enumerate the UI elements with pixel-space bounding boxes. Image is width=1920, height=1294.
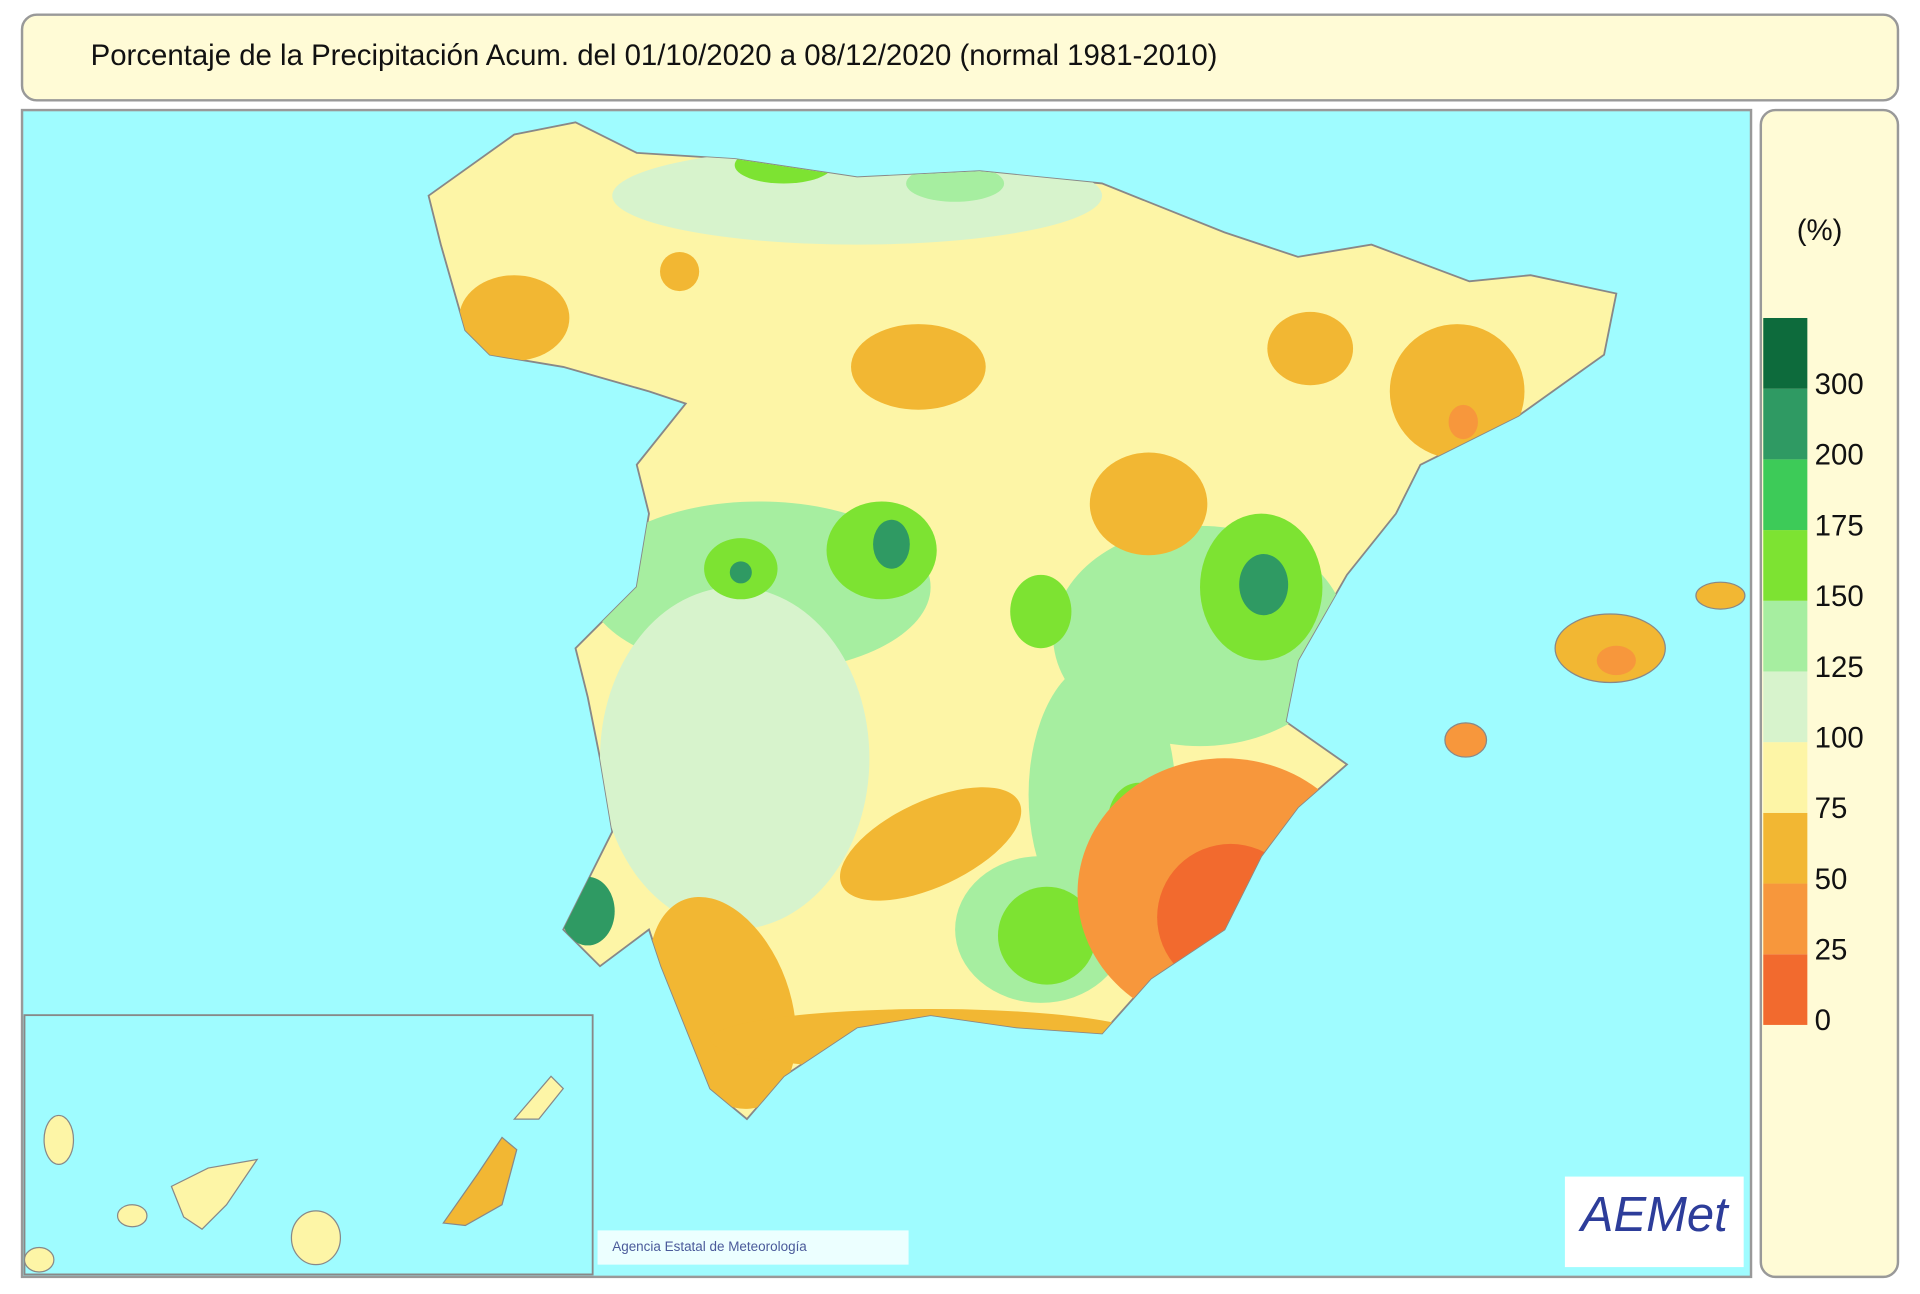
scale-label: 125 (1815, 651, 1864, 684)
scale-band (1763, 954, 1808, 1025)
scale-label: 300 (1815, 368, 1864, 401)
scale-band (1763, 812, 1808, 884)
scale-band (1763, 530, 1808, 601)
balearics (1444, 581, 1746, 758)
title-panel (20, 13, 1900, 102)
scale-label: 25 (1815, 934, 1848, 967)
canaries (23, 1075, 565, 1273)
scale-label: 100 (1815, 721, 1864, 754)
scale-band (1763, 388, 1808, 460)
legend-unit: (%) (1797, 214, 1843, 247)
scale-band (1763, 742, 1808, 813)
credit-box (597, 1230, 909, 1265)
scale-label: 0 (1815, 1004, 1831, 1037)
scale-band (1763, 600, 1808, 672)
credit: Agencia Estatal de Meteorología (612, 1239, 807, 1254)
scale-label: 175 (1815, 509, 1864, 542)
color-scale: 0 25 50 75 100 125 150 175 200 300 (1763, 317, 1864, 1037)
scale-band (1763, 317, 1808, 389)
scale-band (1763, 671, 1808, 743)
scale-band (1763, 459, 1808, 531)
scale-label: 200 (1815, 439, 1864, 472)
scale-label: 75 (1815, 792, 1848, 825)
map-title: Porcentaje de la Precipitación Acum. del… (91, 39, 1218, 72)
logo-box (1564, 1176, 1744, 1268)
scale-label: 50 (1815, 863, 1848, 896)
scale-label: 150 (1815, 580, 1864, 613)
logo: AEMet (1578, 1188, 1730, 1242)
scale-band (1763, 883, 1808, 955)
